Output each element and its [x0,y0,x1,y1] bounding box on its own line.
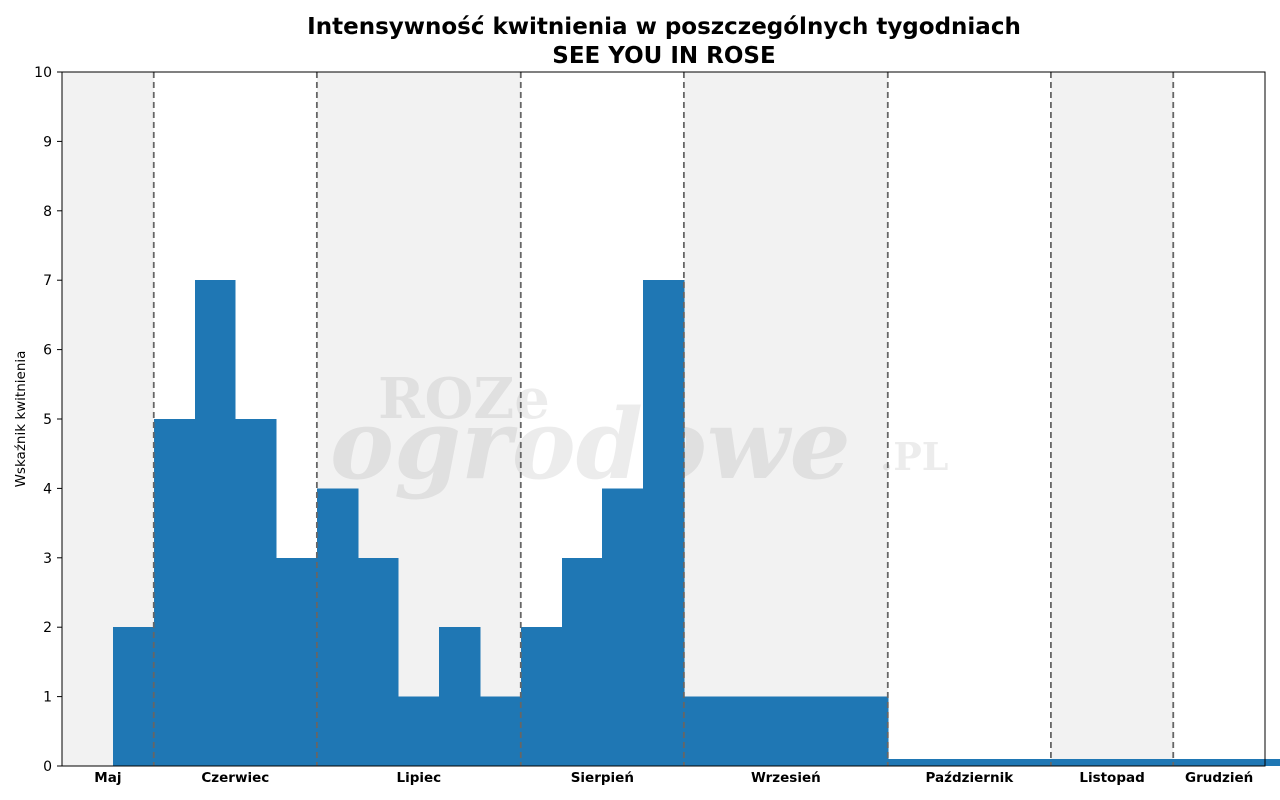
bar-week-11 [521,627,563,766]
month-label-5: Październik [926,770,1015,786]
y-tick-label: 9 [43,134,52,150]
bar-week-2 [154,419,196,766]
month-labels: Maj Czerwiec Lipiec Sierpień Wrzesień Paździe… [94,770,1253,786]
y-tick-label: 8 [43,204,52,220]
chart-subtitle: SEE YOU IN ROSE [552,43,775,69]
bar-week-3 [195,280,236,766]
y-tick-label: 4 [43,481,52,497]
bar-week-4 [235,419,277,766]
bar-week-10 [480,696,522,766]
bar-week-20 [888,759,930,766]
y-axis-ticks: 0 1 2 3 4 5 6 7 8 9 10 [34,65,62,775]
bar-week-7 [358,557,399,766]
y-tick-label: 2 [43,620,52,636]
bar-week-6 [317,488,359,766]
bar-week-1 [113,627,155,766]
bars [113,280,1280,766]
bar-week-16 [725,696,766,766]
bar-week-9 [439,627,481,766]
chart-title: Intensywność kwitnienia w poszczególnych… [307,14,1021,40]
bar-week-29 [1255,759,1280,766]
month-shade-4 [683,72,888,766]
bar-week-23 [1010,759,1052,766]
bar-week-21 [929,759,970,766]
bar-week-27 [1173,759,1215,766]
y-tick-label: 1 [43,690,52,706]
month-label-7: Grudzień [1185,770,1253,786]
month-dividers [152,72,1175,766]
bar-week-15 [684,696,726,766]
bar-week-28 [1214,759,1256,766]
month-label-4: Wrzesień [751,770,821,786]
bar-week-5 [276,557,318,766]
bar-week-22 [969,759,1011,766]
bar-week-14 [643,280,685,766]
y-tick-label: 3 [43,551,52,567]
watermark-line2: ogrodowe [330,388,851,501]
bar-week-26 [1132,759,1174,766]
y-tick-label: 5 [43,412,52,428]
bar-week-17 [765,696,807,766]
month-label-3: Sierpień [571,770,634,786]
month-label-6: Listopad [1079,770,1144,786]
month-label-0: Maj [94,770,121,786]
bar-week-8 [398,696,440,766]
y-tick-label: 6 [43,343,52,359]
y-axis-label: Wskaźnik kwitnienia [13,351,29,488]
bar-week-12 [562,557,603,766]
y-tick-label: 7 [43,273,52,289]
y-tick-label: 0 [43,759,52,775]
y-tick-label: 10 [34,65,52,81]
bar-week-19 [847,696,889,766]
month-label-1: Czerwiec [201,770,269,786]
bar-week-18 [806,696,848,766]
watermark-line3: .PL [880,434,949,479]
month-label-2: Lipiec [396,770,441,786]
month-shade-6 [1050,72,1174,766]
bar-week-25 [1092,759,1133,766]
watermark: ROZe ogrodowe .PL [330,366,949,501]
month-shading [62,72,1174,766]
bar-week-13 [602,488,644,766]
bar-week-24 [1051,759,1093,766]
